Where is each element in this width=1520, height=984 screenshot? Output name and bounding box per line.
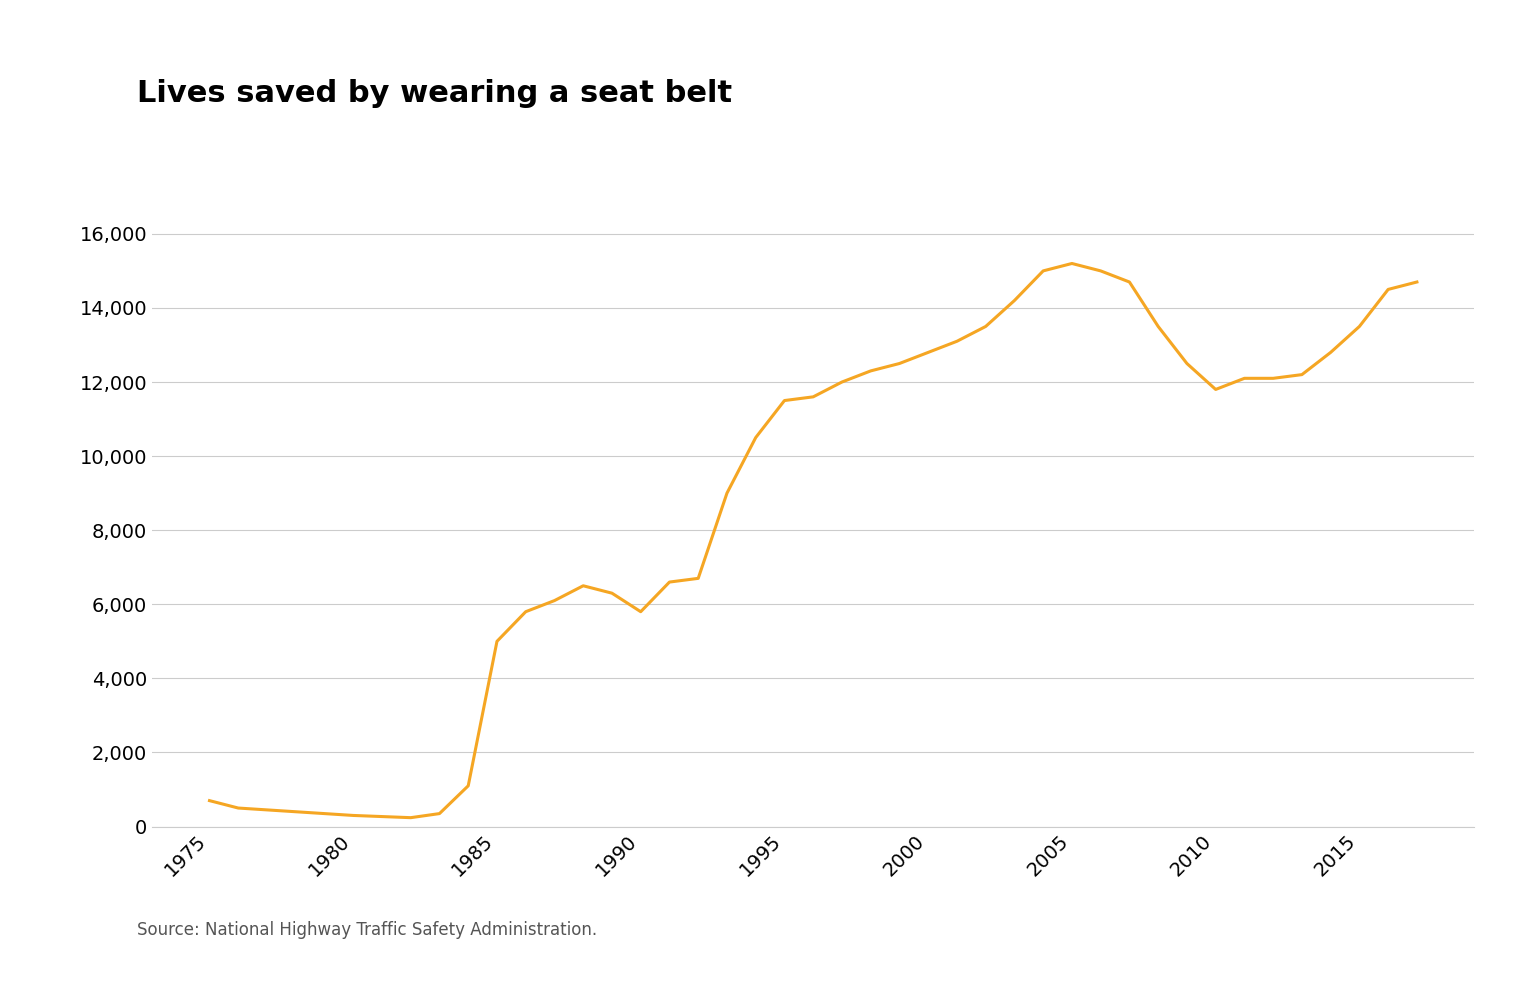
Text: Lives saved by wearing a seat belt: Lives saved by wearing a seat belt — [137, 79, 733, 107]
Text: Source: National Highway Traffic Safety Administration.: Source: National Highway Traffic Safety … — [137, 921, 597, 939]
